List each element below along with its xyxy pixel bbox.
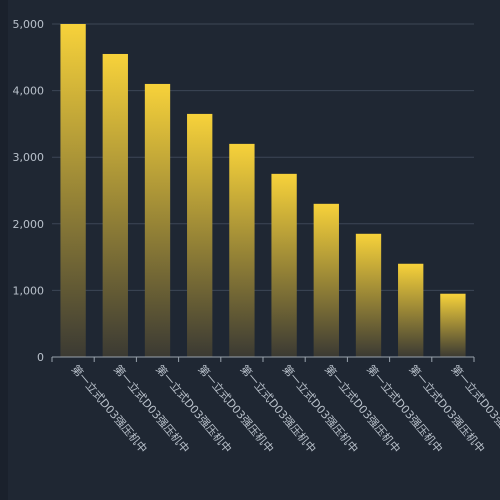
x-tick-label: 第一立式D03强压机中 [364,362,446,456]
y-tick-label: 0 [37,351,44,364]
x-tick-label: 第一立式D03强压机中 [195,362,277,456]
y-tick-label: 3,000 [13,151,45,164]
y-tick-label: 1,000 [13,284,45,297]
bar [60,24,86,357]
y-tick-label: 4,000 [13,85,45,98]
bar [187,113,213,357]
y-tick-label: 2,000 [13,218,45,231]
bar [229,143,255,357]
y-tick-label: 5,000 [13,18,45,31]
x-tick-label: 第一立式D03强压机中 [322,362,404,456]
bar [398,263,424,357]
x-tick-label: 第一立式D03强压机中 [406,362,488,456]
x-tick-label: 第一立式D03强压机中 [111,362,193,456]
bar [102,53,128,357]
x-axis-labels: 第一立式D03强压机中第一立式D03强压机中第一立式D03强压机中第一立式D03… [69,362,500,456]
bar [440,293,466,357]
bar [355,233,382,357]
x-tick-label: 第一立式D03强压机中 [280,362,362,456]
left-panel-edge [0,0,8,500]
x-tick-label: 第一立式D03强压机中 [237,362,319,456]
bar [271,173,297,357]
x-tick-label: 第一立式D03强压机中 [69,362,151,456]
bar [144,83,171,357]
bar [313,203,339,357]
y-axis-ticks: 0 1,000 2,000 3,000 4,000 5,000 [13,18,45,364]
bars [60,24,466,357]
x-tick-label: 第一立式D03强压机中 [153,362,235,456]
x-axis [51,356,475,362]
